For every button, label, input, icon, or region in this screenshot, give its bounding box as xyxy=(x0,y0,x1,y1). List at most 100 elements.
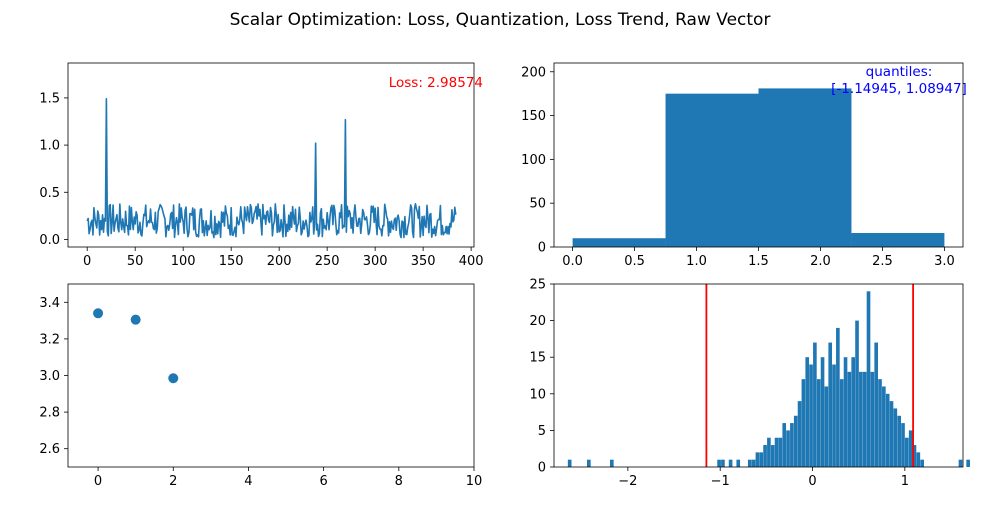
y-tick-label: 0 xyxy=(538,241,546,256)
panel-bottom-left: 0 2 4 6 8 10 2.6 2.8 3.0 3.2 3.4 xyxy=(39,283,483,489)
raw-vector-histogram-bar xyxy=(728,459,733,467)
raw-vector-histogram-bar xyxy=(916,452,921,467)
x-tick-label: 100 xyxy=(171,254,196,269)
raw-vector-histogram-bar xyxy=(763,445,767,467)
y-tick-label: 25 xyxy=(529,278,546,293)
quantization-bar xyxy=(572,238,666,247)
raw-vector-histogram-bar xyxy=(767,437,771,467)
loss-series-line xyxy=(86,98,457,239)
y-tick-label: 0.0 xyxy=(39,233,60,248)
raw-vector-histogram-bar xyxy=(717,459,721,467)
raw-vector-histogram-bar xyxy=(747,459,752,467)
loss-trend-point xyxy=(168,373,179,384)
raw-vector-histogram-bar xyxy=(770,445,775,467)
raw-vector-histogram-bar xyxy=(824,386,829,467)
y-tick-label: 3.4 xyxy=(39,296,60,311)
y-tick-label: 150 xyxy=(521,109,546,124)
x-tick-label: 4 xyxy=(244,474,252,489)
raw-vector-histogram-bar xyxy=(759,452,764,467)
raw-vector-histogram-bar xyxy=(828,342,833,467)
x-tick-label: 350 xyxy=(411,254,436,269)
panel-top-left: Loss: 2.98574 0 50 100 150 200 250 300 350 400 0.0… xyxy=(39,62,484,269)
raw-vector-histogram-bar xyxy=(885,393,890,467)
raw-vector-histogram-bar xyxy=(958,459,963,467)
raw-vector-histogram-bar xyxy=(862,371,867,467)
y-tick-label: 2.8 xyxy=(39,406,60,421)
raw-vector-histogram-bar xyxy=(587,459,591,467)
axes-frame xyxy=(553,283,964,468)
y-tick-label: 15 xyxy=(529,351,546,366)
raw-vector-histogram-bar xyxy=(809,364,813,467)
raw-vector-histogram-bar xyxy=(751,459,756,467)
raw-vector-histogram-bar xyxy=(782,423,787,467)
x-tick-label: −2 xyxy=(618,474,637,489)
x-tick-label: 0.5 xyxy=(624,254,645,269)
raw-vector-histogram-bar xyxy=(721,459,725,467)
raw-vector-histogram-bar xyxy=(920,459,924,467)
x-tick-label: 2.5 xyxy=(872,254,893,269)
y-tick-label: 3.2 xyxy=(39,332,60,347)
y-tick-label: 5 xyxy=(538,424,546,439)
x-tick-label: 250 xyxy=(315,254,340,269)
y-tick-label: 2.6 xyxy=(39,442,60,457)
raw-vector-histogram-bar xyxy=(609,459,614,467)
raw-vector-histogram-bar xyxy=(878,379,882,467)
raw-vector-histogram-bar xyxy=(816,379,821,467)
x-tick-label: 10 xyxy=(466,474,483,489)
y-tick-label: 50 xyxy=(529,197,546,212)
x-tick-label: 1.5 xyxy=(748,254,769,269)
x-tick-label: 200 xyxy=(267,254,292,269)
x-tick-label: 0 xyxy=(94,474,102,489)
raw-vector-histogram-bar xyxy=(820,357,825,467)
x-tick-label: 2 xyxy=(169,474,177,489)
raw-vector-histogram-bar xyxy=(801,379,806,467)
x-tick-label: 0.0 xyxy=(562,254,583,269)
raw-vector-histogram-bar xyxy=(567,459,572,467)
raw-vector-histogram-bar xyxy=(793,415,798,467)
raw-vector-histogram-bar xyxy=(908,430,913,467)
x-tick-label: 400 xyxy=(459,254,484,269)
x-tick-label: 6 xyxy=(319,474,327,489)
y-tick-label: 1.5 xyxy=(39,91,60,106)
y-tick-label: 0 xyxy=(538,461,546,476)
loss-trend-point xyxy=(93,308,104,319)
quantiles-annotation-value: [-1.14945, 1.08947] xyxy=(831,81,967,97)
raw-vector-histogram-bar xyxy=(901,423,905,467)
raw-vector-histogram-bar xyxy=(866,291,871,467)
raw-vector-histogram-bar xyxy=(859,371,863,467)
x-tick-label: 8 xyxy=(395,474,403,489)
raw-vector-histogram-bar xyxy=(851,357,856,467)
x-tick-label: 50 xyxy=(127,254,144,269)
raw-vector-histogram-bar xyxy=(843,357,848,467)
quantization-bar xyxy=(758,88,852,248)
raw-vector-histogram-bar xyxy=(966,459,970,467)
y-tick-label: 100 xyxy=(521,153,546,168)
panel-top-right: quantiles:[-1.14945, 1.08947] 0.0 0.5 1.0 1.… xyxy=(521,62,967,269)
raw-vector-histogram-bar xyxy=(855,320,859,467)
raw-vector-histogram-bar xyxy=(790,423,794,467)
axes-frame xyxy=(553,62,964,248)
raw-vector-histogram-bar xyxy=(870,371,875,467)
raw-vector-histogram-bar xyxy=(797,401,802,467)
raw-vector-histogram-bar xyxy=(836,327,840,467)
raw-vector-histogram-bar xyxy=(912,445,917,467)
raw-vector-histogram-bar xyxy=(736,459,741,467)
raw-vector-histogram-bar xyxy=(874,342,878,467)
raw-vector-histogram-bar xyxy=(882,386,886,467)
loss-annotation: Loss: 2.98574 xyxy=(389,75,483,91)
x-tick-label: 300 xyxy=(363,254,388,269)
x-tick-label: −1 xyxy=(711,474,730,489)
figure-title: Scalar Optimization: Loss, Quantization,… xyxy=(230,10,771,30)
loss-trend-point xyxy=(130,314,141,325)
y-tick-label: 3.0 xyxy=(39,369,60,384)
x-tick-label: 0 xyxy=(83,254,91,269)
y-tick-label: 1.0 xyxy=(39,139,60,154)
quantization-bar xyxy=(665,93,759,248)
axes-frame xyxy=(67,283,475,468)
raw-vector-histogram-bar xyxy=(839,379,844,467)
y-tick-label: 20 xyxy=(529,314,546,329)
quantization-bar xyxy=(851,232,945,247)
raw-vector-histogram-bar xyxy=(805,357,810,467)
raw-vector-histogram-bar xyxy=(786,430,790,467)
